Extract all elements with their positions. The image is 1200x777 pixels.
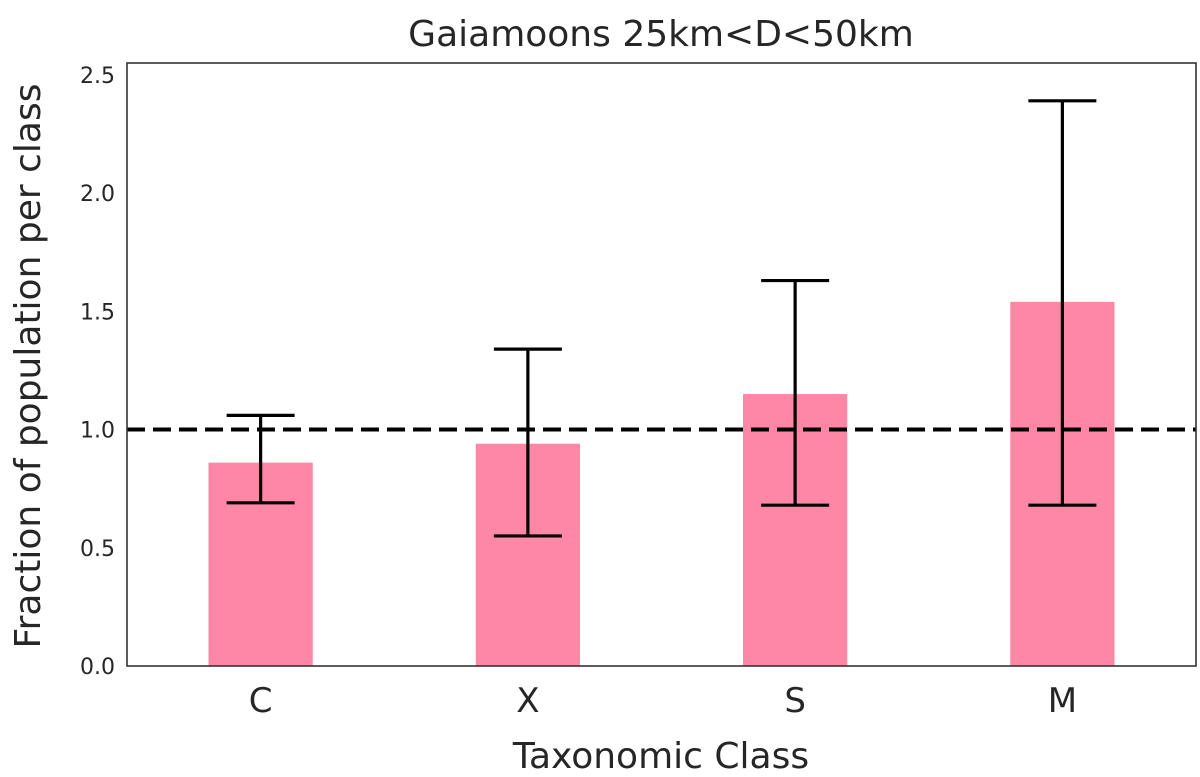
y-tick-label: 1.5 bbox=[80, 300, 115, 325]
tick-labels: C X S M 0.0 0.5 1.0 1.5 2.0 2.5 bbox=[80, 64, 1077, 721]
x-tick-label-c: C bbox=[249, 681, 273, 721]
y-tick-label: 2.0 bbox=[80, 182, 115, 207]
y-tick-label: 1.0 bbox=[80, 419, 115, 444]
chart-title: Gaiamoons 25km<D<50km bbox=[408, 14, 914, 55]
error-bars bbox=[226, 99, 1097, 538]
x-axis-label: Taxonomic Class bbox=[512, 736, 809, 777]
y-tick-label: 2.5 bbox=[80, 64, 115, 89]
x-tick-label-m: M bbox=[1048, 681, 1077, 721]
plot-frame bbox=[126, 62, 1197, 667]
y-axis-label: Fraction of population per class bbox=[8, 84, 49, 649]
y-tick-label: 0.0 bbox=[80, 655, 115, 680]
bars bbox=[208, 301, 1115, 666]
x-tick-label-x: X bbox=[516, 681, 539, 721]
y-tick-label: 0.5 bbox=[80, 537, 115, 562]
x-tick-label-s: S bbox=[784, 681, 806, 721]
